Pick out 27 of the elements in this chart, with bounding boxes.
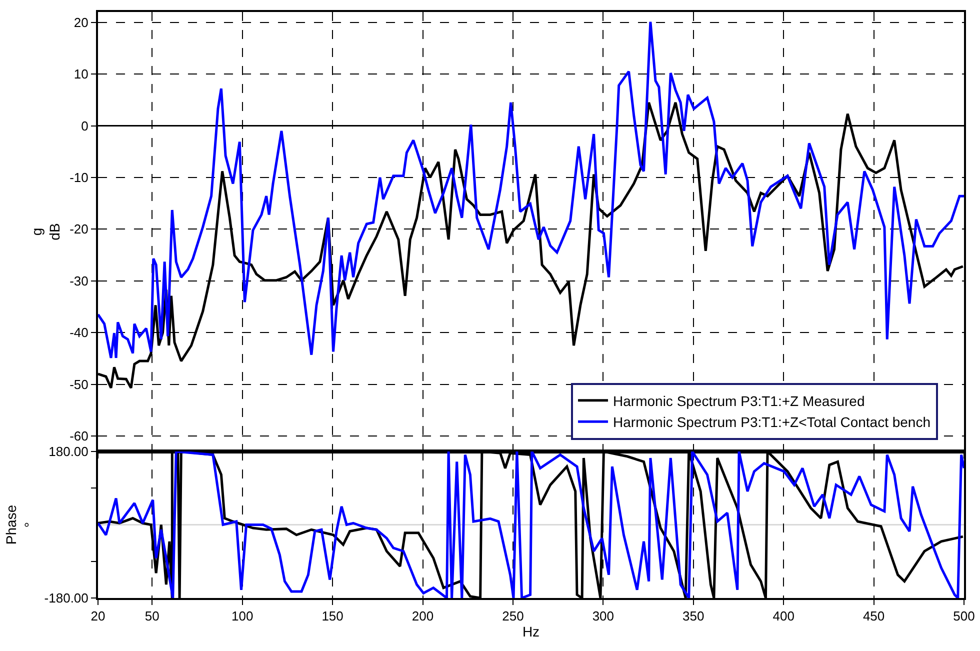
y-axis-title: g dB xyxy=(28,223,63,240)
x-tick-label: 50 xyxy=(144,608,160,624)
y-tick-label: 10 xyxy=(74,66,88,82)
x-tick-label: 250 xyxy=(502,608,524,624)
x-tick-label: 100 xyxy=(231,608,254,624)
x-tick-label: 300 xyxy=(592,608,614,624)
y-axis-title: Phase ° xyxy=(3,504,38,545)
y-tick-label: 180.00 xyxy=(48,444,88,460)
x-tick-label: 200 xyxy=(412,608,434,624)
y-tick-label: 0 xyxy=(81,118,88,134)
legend-label: Harmonic Spectrum P3:T1:+Z<Total Contact bench xyxy=(613,414,931,430)
x-axis-title: Hz xyxy=(522,624,540,640)
x-tick-label: 350 xyxy=(682,608,704,624)
y-tick-label: -40 xyxy=(70,325,88,340)
y-tick-label: -30 xyxy=(70,273,88,288)
x-tick-label: 500 xyxy=(953,608,975,624)
y-tick-label: -60 xyxy=(70,428,88,444)
y-tick-label: -20 xyxy=(70,222,88,237)
x-tick-label: 150 xyxy=(322,608,344,624)
y-tick-label: -10 xyxy=(70,170,88,186)
x-tick-label: 450 xyxy=(862,608,885,624)
y-tick-label: -50 xyxy=(70,376,88,392)
x-tick-label: 20 xyxy=(90,608,106,624)
x-tick-label: 400 xyxy=(772,608,794,624)
y-tick-label: -180.00 xyxy=(44,590,88,606)
y-tick-label: 20 xyxy=(74,14,88,30)
legend-label: Harmonic Spectrum P3:T1:+Z Measured xyxy=(613,392,865,409)
